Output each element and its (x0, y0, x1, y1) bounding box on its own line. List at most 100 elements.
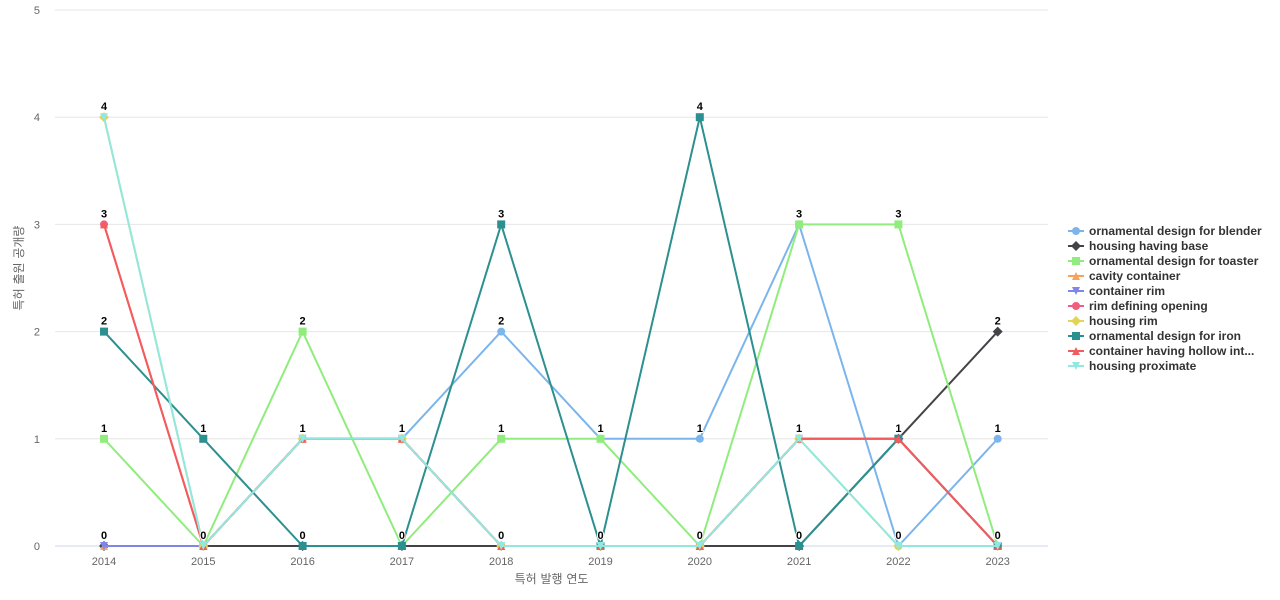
legend-item[interactable]: housing having base (1068, 239, 1209, 253)
data-label: 1 (697, 423, 703, 435)
data-point[interactable] (695, 434, 704, 443)
data-label: 0 (995, 530, 1001, 542)
data-label: 3 (796, 208, 802, 220)
legend-label: container having hollow int... (1089, 344, 1254, 358)
data-point[interactable] (100, 542, 108, 550)
legend-symbol[interactable] (1072, 287, 1080, 295)
x-tick-label: 2019 (588, 556, 612, 568)
y-tick-label: 1 (34, 434, 40, 446)
legend-item[interactable]: container rim (1068, 284, 1165, 298)
data-point[interactable] (100, 327, 108, 336)
x-tick-label: 2018 (489, 556, 513, 568)
data-point[interactable] (100, 220, 108, 229)
x-axis-ticks: 2014 2015 2016 2017 2018 2019 2020 2021 2022 2023 (92, 556, 1010, 568)
legend-label: housing proximate (1089, 359, 1197, 373)
legend-symbol[interactable] (1072, 302, 1080, 310)
legend-symbol[interactable] (1072, 257, 1080, 265)
legend-label: container rim (1089, 284, 1165, 298)
data-label: 0 (200, 530, 206, 542)
legend-item[interactable]: container having hollow int... (1068, 344, 1254, 358)
data-label: 0 (498, 530, 504, 542)
data-point[interactable] (993, 542, 1002, 550)
data-label: 1 (498, 423, 504, 435)
series-line[interactable] (104, 437, 999, 547)
series-line[interactable] (104, 437, 999, 547)
legend-item[interactable]: ornamental design for toaster (1068, 254, 1259, 268)
data-point[interactable] (497, 434, 506, 443)
legend-item[interactable]: housing rim (1068, 314, 1158, 328)
data-point[interactable] (497, 220, 506, 229)
legend-symbol[interactable] (1072, 272, 1080, 280)
data-point[interactable] (199, 542, 208, 550)
data-label: 4 (101, 101, 108, 113)
series-line[interactable] (103, 116, 998, 547)
legend-symbol[interactable] (1071, 316, 1081, 326)
y-axis-ticks: 0 1 2 3 4 5 (34, 5, 40, 553)
data-point[interactable] (497, 327, 506, 336)
legend-label: housing having base (1089, 239, 1209, 253)
data-label: 1 (399, 423, 405, 435)
data-point[interactable] (397, 542, 406, 550)
grid (55, 9, 1048, 547)
data-point[interactable] (795, 434, 804, 443)
data-point[interactable] (199, 434, 208, 443)
x-tick-label: 2015 (191, 556, 215, 568)
series-line[interactable] (103, 223, 999, 547)
legend-item[interactable]: cavity container (1068, 269, 1181, 283)
data-label: 0 (399, 530, 405, 542)
legend-symbol[interactable] (1072, 347, 1080, 355)
data-label: 0 (796, 530, 802, 542)
data-point[interactable] (100, 434, 108, 443)
data-label: 3 (895, 208, 901, 220)
data-label: 0 (101, 530, 107, 542)
data-point[interactable] (894, 542, 903, 550)
data-point[interactable] (795, 220, 804, 229)
data-point[interactable] (298, 542, 307, 550)
legend-label: housing rim (1089, 314, 1158, 328)
data-label: 1 (796, 423, 802, 435)
data-label: 1 (895, 423, 901, 435)
x-tick-label: 2021 (787, 556, 811, 568)
legend-item[interactable]: rim defining opening (1068, 299, 1208, 313)
x-tick-label: 2014 (92, 556, 116, 568)
legend-symbol[interactable] (1072, 362, 1080, 370)
y-axis-title: 특허 출원 공개량 (12, 226, 26, 311)
data-point[interactable] (596, 434, 605, 443)
y-tick-label: 2 (34, 327, 40, 339)
data-label: 2 (995, 316, 1001, 328)
legend-item[interactable]: housing proximate (1068, 359, 1197, 373)
series-4 (100, 434, 1002, 550)
data-point[interactable] (497, 542, 506, 550)
legend-symbol[interactable] (1072, 227, 1080, 235)
data-point[interactable] (298, 434, 307, 443)
data-point[interactable] (298, 327, 307, 336)
data-label: 0 (697, 530, 703, 542)
legend-symbol[interactable] (1071, 241, 1081, 251)
data-point[interactable] (795, 542, 804, 550)
data-label: 1 (995, 423, 1001, 435)
data-point[interactable] (993, 434, 1002, 443)
data-label: 2 (300, 316, 306, 328)
data-point[interactable] (992, 326, 1003, 337)
series-5 (100, 434, 1002, 550)
x-tick-label: 2016 (290, 556, 314, 568)
data-label: 3 (101, 208, 107, 220)
data-point[interactable] (397, 434, 406, 443)
data-point[interactable] (596, 542, 605, 550)
y-tick-label: 0 (34, 541, 40, 553)
data-point[interactable] (894, 220, 903, 229)
data-point[interactable] (100, 113, 108, 122)
legend-label: rim defining opening (1089, 299, 1208, 313)
data-label: 0 (597, 530, 603, 542)
data-label: 0 (895, 530, 901, 542)
x-tick-label: 2017 (390, 556, 414, 568)
legend-item[interactable]: ornamental design for iron (1068, 329, 1241, 343)
data-point[interactable] (894, 434, 903, 443)
data-label: 2 (101, 316, 107, 328)
legend-symbol[interactable] (1072, 332, 1080, 340)
data-point[interactable] (695, 113, 704, 122)
data-label: 1 (300, 423, 306, 435)
data-point[interactable] (695, 542, 704, 550)
legend-item[interactable]: ornamental design for blender (1068, 224, 1262, 238)
